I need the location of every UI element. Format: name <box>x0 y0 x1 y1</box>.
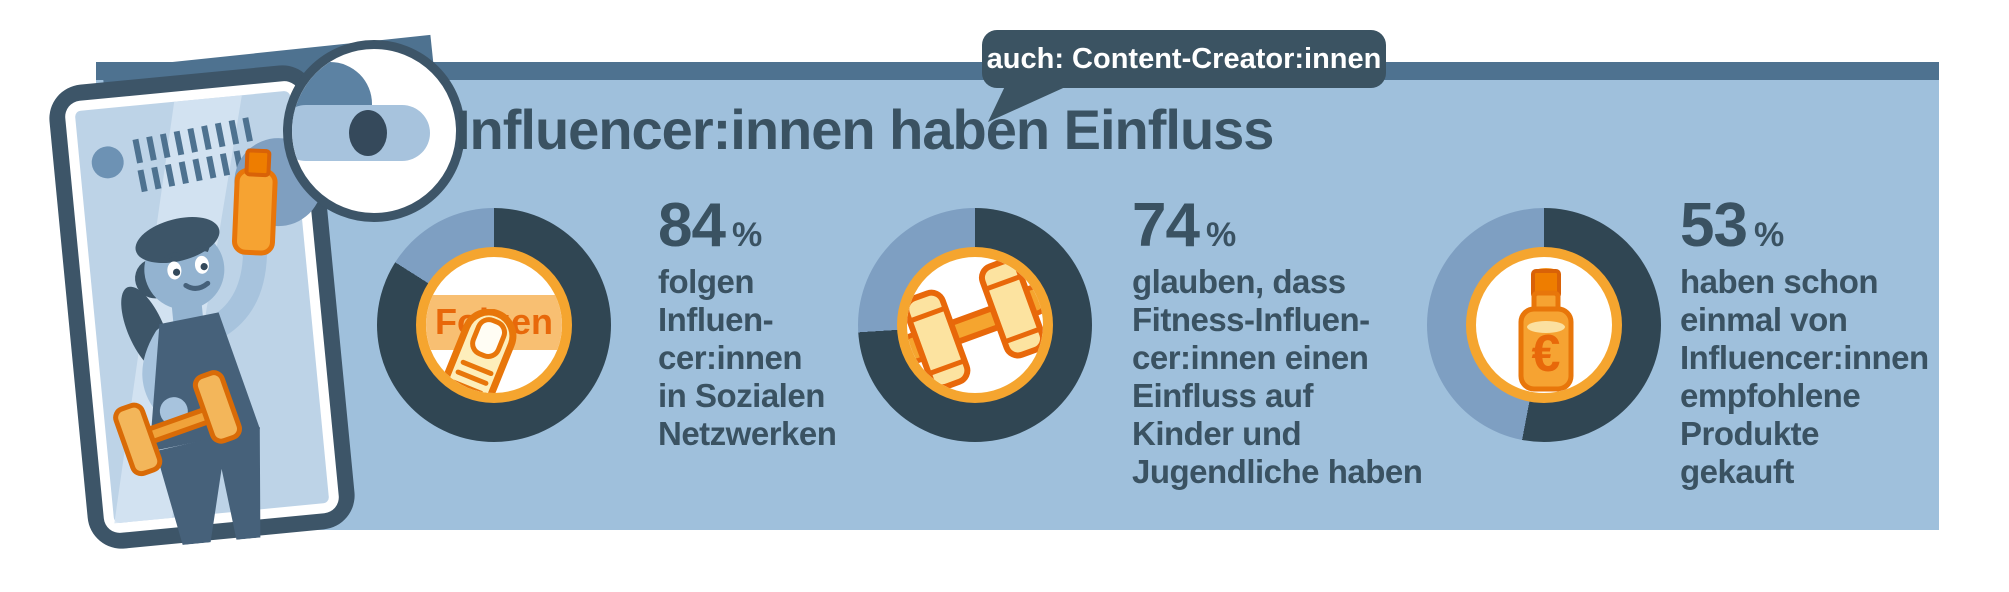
stat-value: 53 <box>1680 191 1748 260</box>
stat-label: glauben, dass Fitness-Influen- cer:innen… <box>1132 263 1423 490</box>
speech-bubble-text: auch: Content-Creator:innen <box>986 42 1382 75</box>
stat-label: haben schon einmal von Influencer:innen … <box>1680 263 1929 490</box>
stat-block-einfluss: 74% glauben, dass Fitness-Influen- cer:i… <box>1132 195 1472 491</box>
dumbbell-icon <box>897 247 1053 403</box>
donut-chart-einfluss <box>858 208 1092 442</box>
page-title: Influencer:innen haben Einfluss <box>455 98 1274 161</box>
folgen-button-icon: Folgen <box>416 247 572 403</box>
donut-chart-folgen: Folgen <box>377 208 611 442</box>
stat-block-folgen: 84% folgen Influen- cer:innen in Soziale… <box>658 195 998 453</box>
megaphone-icon <box>292 62 430 161</box>
stat-unit: % <box>1753 216 1785 254</box>
held-bottle-graphic <box>231 148 278 256</box>
stat-unit: % <box>731 216 763 254</box>
stat-label: folgen Influen- cer:innen in Sozialen Ne… <box>658 263 837 452</box>
phone-graphic <box>49 65 355 549</box>
euro-sign: € <box>1532 325 1561 383</box>
avatar-dot-icon <box>91 146 124 179</box>
stat-value: 84 <box>658 191 726 260</box>
megaphone-badge <box>283 40 465 222</box>
product-bottle-icon: € <box>1466 247 1622 403</box>
tally-marks-graphic <box>132 116 258 164</box>
donut-chart-produkte: € <box>1427 208 1661 442</box>
influencer-phone-illustration <box>44 60 360 554</box>
speech-bubble: auch: Content-Creator:innen <box>982 30 1386 88</box>
stat-value: 74 <box>1132 191 1200 260</box>
speech-bubble-tail <box>988 84 1072 122</box>
stat-unit: % <box>1205 216 1237 254</box>
stat-block-produkte: 53% haben schon einmal von Influencer:in… <box>1680 195 2009 491</box>
fitness-influencer-figure <box>113 148 278 545</box>
finger-tap-icon <box>434 309 517 393</box>
held-dumbbell-graphic <box>113 370 242 477</box>
